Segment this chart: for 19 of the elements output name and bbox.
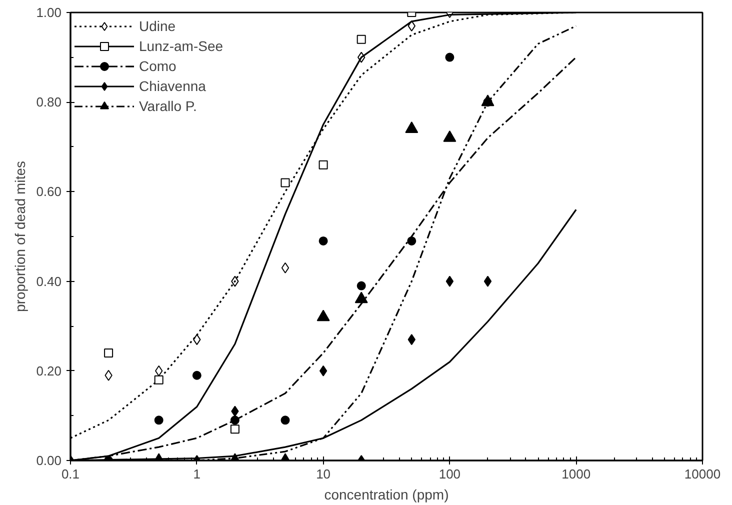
x-axis-title: concentration (ppm) [324, 486, 449, 502]
x-tick-label: 10000 [684, 466, 721, 482]
x-tick-label: 1000 [562, 466, 591, 482]
x-tick-label: 10 [316, 466, 331, 482]
x-tick-label: 100 [438, 466, 461, 482]
legend-label: Lunz-am-See [139, 38, 224, 54]
x-tick-label: 0.1 [61, 466, 80, 482]
y-tick-label: 0.40 [36, 274, 62, 289]
y-tick-label: 0.80 [36, 94, 62, 110]
y-axis-title: proportion of dead mites [12, 161, 28, 312]
y-tick-label: 1.00 [36, 5, 62, 20]
legend-label: Chiavenna [139, 78, 206, 94]
y-tick-label: 0.00 [36, 453, 62, 468]
legend-label: Udine [139, 18, 176, 34]
y-tick-label: 0.20 [36, 363, 62, 378]
legend-label: Como [139, 58, 176, 74]
x-tick-label: 1 [193, 466, 201, 482]
legend-label: Varallo P. [139, 98, 197, 114]
y-tick-label: 0.60 [36, 184, 62, 200]
